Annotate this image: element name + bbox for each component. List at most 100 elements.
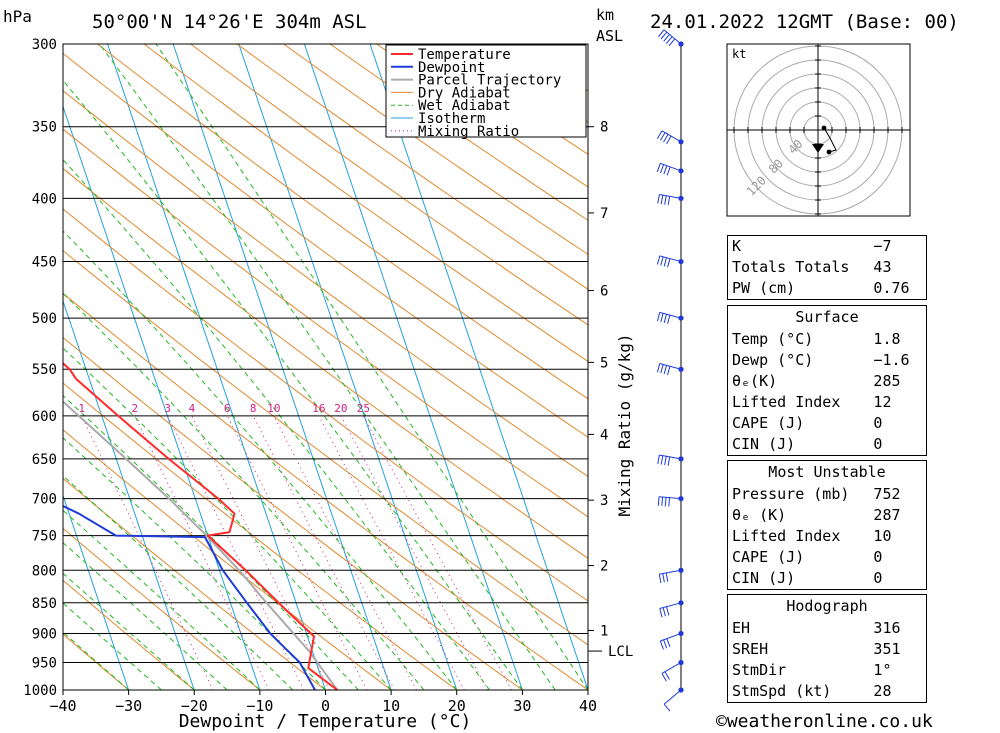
wind-barb-feather xyxy=(668,38,676,47)
hodograph-unit: kt xyxy=(732,47,746,61)
wind-barb-feather xyxy=(666,135,672,145)
mixing-ratio-label: 8 xyxy=(250,402,257,415)
pressure-tick-label: 350 xyxy=(32,120,57,136)
wind-barb-feather xyxy=(660,31,668,40)
wind-barb-feather xyxy=(667,456,671,466)
pressure-tick-label: 500 xyxy=(32,311,57,327)
km-tick-label: 3 xyxy=(600,493,608,509)
mixing-ratio-axis-title: Mixing Ratio (g/kg) xyxy=(615,333,634,516)
wet-adiabat-line xyxy=(63,159,491,690)
index-row: Pressure (mb) 752 xyxy=(732,485,901,503)
x-tick-label: 0 xyxy=(321,697,330,715)
legend-entry: Mixing Ratio xyxy=(418,124,519,140)
wind-barb-feather xyxy=(665,572,669,582)
index-row: SREH 351 xyxy=(732,640,901,658)
wind-barb-feather xyxy=(660,132,666,141)
km-label: km xyxy=(596,6,614,24)
wind-profile xyxy=(656,29,684,712)
index-row: CAPE (J) 0 xyxy=(732,548,883,566)
wind-barb-feather xyxy=(666,638,671,648)
asl-label: ASL xyxy=(596,27,623,45)
isotherm-line xyxy=(369,44,588,690)
mixing-ratio-line xyxy=(226,415,368,690)
wind-barb-feather xyxy=(667,196,671,206)
x-tick-label: 10 xyxy=(382,697,400,715)
km-tick-label: 6 xyxy=(600,284,608,300)
wind-barb-feather xyxy=(660,164,665,174)
dry-adiabat-line xyxy=(97,44,588,400)
hodograph-title: Hodograph xyxy=(786,597,868,615)
pressure-tick-label: 950 xyxy=(32,655,57,671)
wind-barb-feather xyxy=(663,34,670,42)
wind-barb-feather xyxy=(667,258,671,268)
isotherm-line xyxy=(107,44,326,690)
profiles xyxy=(63,361,339,690)
hodograph-point xyxy=(821,125,827,131)
legend-box xyxy=(385,44,587,138)
wet-adiabat-line xyxy=(63,292,425,690)
mixing-ratio-label: 6 xyxy=(224,402,231,415)
index-row: StmSpd (kt) 28 xyxy=(732,682,892,700)
mixing-ratio-line xyxy=(167,415,305,690)
x-axis-title: Dewpoint / Temperature (°C) xyxy=(179,711,472,732)
wind-barb-feather xyxy=(666,36,673,44)
wind-barb xyxy=(661,662,682,674)
wet-adiabat-line xyxy=(63,79,523,690)
wind-barb-feather xyxy=(660,256,664,266)
indices-general: K −7 Totals Totals 43 PW (cm) 0.76 xyxy=(727,235,927,300)
location-title: 50°00'N 14°26'E 304m ASL xyxy=(92,11,367,33)
km-tick-label: 5 xyxy=(600,355,608,371)
wind-barb-feather xyxy=(667,366,671,376)
parcel-line xyxy=(63,400,339,690)
pressure-tick-label: 400 xyxy=(32,191,57,207)
wind-barb-feather xyxy=(656,363,661,373)
index-row: Lifted Index 12 xyxy=(732,393,892,411)
plot-frame xyxy=(62,43,589,691)
wind-barb xyxy=(659,569,682,575)
x-tick-label: −20 xyxy=(181,697,208,715)
wind-barb-feather xyxy=(659,608,663,618)
wet-adiabat-line xyxy=(63,437,326,690)
wet-adiabat-line xyxy=(63,541,228,690)
wind-barb-feather xyxy=(663,703,671,712)
pressure-tick-label: 650 xyxy=(32,452,57,468)
wind-barb-feather xyxy=(664,195,667,205)
mixing-ratio-labels: 1 2 3 4 6 8 10 16 20 25 xyxy=(78,402,370,415)
wind-barb-feather xyxy=(663,165,668,175)
wet-adiabat-line xyxy=(63,347,392,690)
mixing-ratio-label: 2 xyxy=(132,402,139,415)
index-row: CAPE (J) 0 xyxy=(732,414,883,432)
wind-barb-feather xyxy=(664,456,667,466)
dry-adiabat-line xyxy=(143,44,588,363)
pressure-tick-label: 700 xyxy=(32,492,57,508)
wind-barb-feather xyxy=(663,639,668,649)
index-row: K −7 xyxy=(732,237,892,255)
dry-adiabat-line xyxy=(63,52,588,438)
wind-barb-feather xyxy=(656,312,661,322)
dry-adiabat-line xyxy=(190,44,588,326)
indices-hodograph: Hodograph EH 316 SREH 351 StmDir 1° StmSpd … xyxy=(727,594,927,703)
wind-barb-feather xyxy=(661,673,667,682)
index-row: Totals Totals 43 xyxy=(732,258,892,276)
hodograph-point xyxy=(826,149,832,155)
dry-adiabat-line xyxy=(63,167,588,559)
surface-title: Surface xyxy=(795,308,859,326)
wind-barb-feather xyxy=(663,365,667,375)
x-tick-label: 20 xyxy=(448,697,466,715)
legend-entry: Wet Adiabat xyxy=(418,98,511,114)
x-tick-label: −30 xyxy=(115,697,142,715)
pressure-tick-label: 750 xyxy=(32,529,57,545)
credit: ©weatheronline.co.uk xyxy=(716,711,933,732)
dry-adiabat-line xyxy=(236,44,588,290)
dry-adiabat-line xyxy=(63,208,588,602)
pressure-tick-label: 900 xyxy=(32,626,57,642)
hodograph-trace xyxy=(823,127,837,153)
index-row: Temp (°C) 1.8 xyxy=(732,330,901,348)
hpa-label: hPa xyxy=(3,7,32,26)
pressure-tick-label: 800 xyxy=(32,563,57,579)
isotherm-line xyxy=(172,44,392,690)
index-row: StmDir 1° xyxy=(732,661,892,679)
